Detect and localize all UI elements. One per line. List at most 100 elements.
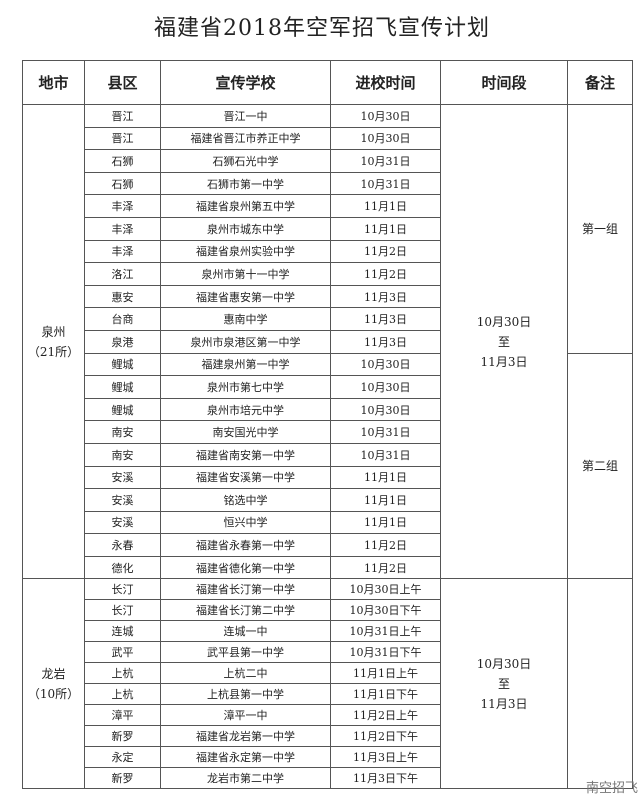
date-cell: 11月2日	[330, 533, 441, 557]
city-cell: 泉州 （21所）	[22, 103, 85, 580]
school-cell: 石狮市第一中学	[160, 171, 331, 196]
date-cell: 11月2日	[330, 555, 441, 580]
header-cell: 县区	[84, 60, 161, 105]
date-cell: 10月30日下午	[330, 599, 441, 622]
county-cell: 丰泽	[84, 239, 161, 264]
school-cell: 福建省龙岩第一中学	[160, 725, 331, 748]
school-cell: 泉州市培元中学	[160, 397, 331, 422]
school-cell: 漳平一中	[160, 704, 331, 727]
date-cell: 10月30日	[330, 352, 441, 377]
header-cell: 进校时间	[330, 60, 441, 105]
date-cell: 11月1日	[330, 488, 441, 512]
school-cell: 连城一中	[160, 620, 331, 643]
cell-line: 10月30日	[476, 656, 532, 671]
date-cell: 11月3日	[330, 307, 441, 331]
county-cell: 新罗	[84, 725, 161, 748]
date-cell: 10月31日	[330, 149, 441, 173]
school-cell: 惠南中学	[160, 307, 331, 331]
watermark: 南空招飞	[585, 781, 638, 796]
period-cell: 10月30日至 11月3日	[440, 578, 568, 790]
county-cell: 南安	[84, 442, 161, 467]
county-cell: 鲤城	[84, 375, 161, 399]
school-cell: 福建泉州第一中学	[160, 352, 331, 377]
cell-line: （21所）	[27, 344, 80, 359]
county-cell: 连城	[84, 620, 161, 643]
county-cell: 漳平	[84, 704, 161, 727]
date-cell: 10月31日	[330, 420, 441, 444]
table-row: 永春 福建省永春第一中学 11月2日	[23, 533, 633, 557]
table-row: 新罗 福建省龙岩第一中学 11月2日下午	[23, 725, 633, 748]
cell-line: 10月30日	[476, 314, 532, 329]
school-cell: 福建省长汀第二中学	[160, 599, 331, 622]
table-row: 石狮 石狮石光中学 10月31日	[23, 149, 633, 173]
table-body: 泉州 （21所） 晋江 晋江一中 10月30日 10月30日至 11月3日 第一组 晋江 福建省晋…	[22, 103, 633, 790]
table-row: 泉州 （21所） 晋江 晋江一中 10月30日 10月30日至 11月3日 第一组	[22, 103, 633, 580]
date-cell: 11月3日上午	[330, 746, 441, 769]
county-cell: 鲤城	[84, 397, 161, 422]
cell-line: 泉州	[41, 324, 66, 339]
header-cell: 备注	[567, 60, 633, 105]
period-cell: 10月30日至 11月3日	[440, 103, 568, 580]
remark-cell: 第二组	[567, 352, 633, 580]
county-cell: 台商	[84, 307, 161, 331]
plan-table: 地市 县区 宣传学校 进校时间 时间段 备注 泉州 （21所） 晋江 晋江一中 10月30日 10月…	[22, 60, 633, 790]
date-cell: 11月2日上午	[330, 704, 441, 727]
county-cell: 长汀	[84, 599, 161, 622]
county-cell: 晋江	[84, 126, 161, 151]
table-row: 南安 福建省南安第一中学 10月31日	[23, 442, 633, 467]
school-cell: 晋江一中	[160, 104, 331, 128]
date-cell: 11月1日	[330, 465, 441, 490]
county-cell: 上杭	[84, 683, 161, 706]
county-cell: 上杭	[84, 662, 161, 685]
school-cell: 武平县第一中学	[160, 641, 331, 664]
school-cell: 福建省泉州第五中学	[160, 194, 331, 218]
table-row: 上杭 上杭二中 11月1日上午	[23, 662, 633, 685]
county-cell: 晋江	[84, 104, 161, 128]
table-row: 龙岩 （10所） 长汀 福建省长汀第一中学 10月30日上午 10月30日至 11月3日	[22, 578, 633, 790]
cell-line: 龙岩	[41, 666, 66, 681]
table-row: 新罗 龙岩市第二中学 11月3日下午	[23, 767, 633, 790]
school-cell: 泉州市第十一中学	[160, 262, 331, 286]
date-cell: 10月30日上午	[330, 578, 441, 601]
date-cell: 11月2日下午	[330, 725, 441, 748]
school-cell: 南安国光中学	[160, 420, 331, 444]
header-row: 地市 县区 宣传学校 进校时间 时间段 备注	[22, 60, 633, 105]
title: 福建省2018年空军招飞宣传计划	[154, 16, 490, 41]
county-cell: 石狮	[84, 171, 161, 196]
date-cell: 11月2日	[330, 239, 441, 264]
date-cell: 11月1日	[330, 216, 441, 241]
county-cell: 新罗	[84, 767, 161, 790]
school-cell: 上杭二中	[160, 662, 331, 685]
cell-line: 至	[497, 334, 510, 349]
table-row: 洛江 泉州市第十一中学 11月2日	[23, 262, 633, 286]
remark-cell	[567, 578, 633, 790]
school-cell: 泉州市城东中学	[160, 216, 331, 241]
county-cell: 安溪	[84, 510, 161, 535]
date-cell: 10月31日上午	[330, 620, 441, 643]
date-cell: 11月1日上午	[330, 662, 441, 685]
date-cell: 10月31日下午	[330, 641, 441, 664]
table-row: 武平 武平县第一中学 10月31日下午	[23, 641, 633, 664]
county-cell: 安溪	[84, 488, 161, 512]
table-row: 安溪 恒兴中学 11月1日	[23, 510, 633, 535]
date-cell: 10月30日	[330, 397, 441, 422]
table-row: 漳平 漳平一中 11月2日上午	[23, 704, 633, 727]
county-cell: 安溪	[84, 465, 161, 490]
date-cell: 11月1日下午	[330, 683, 441, 706]
county-cell: 德化	[84, 555, 161, 580]
county-cell: 洛江	[84, 262, 161, 286]
school-cell: 恒兴中学	[160, 510, 331, 535]
cell-line: 至	[497, 676, 510, 691]
date-cell: 10月30日	[330, 126, 441, 151]
county-cell: 永定	[84, 746, 161, 769]
school-cell: 龙岩市第二中学	[160, 767, 331, 790]
cell-line: 11月3日	[480, 354, 528, 369]
date-cell: 10月31日	[330, 442, 441, 467]
school-cell: 福建省惠安第一中学	[160, 284, 331, 309]
table-row: 丰泽 福建省泉州实验中学 11月2日	[23, 239, 633, 264]
date-cell: 11月1日	[330, 510, 441, 535]
date-cell: 10月31日	[330, 171, 441, 196]
table-row: 丰泽 福建省泉州第五中学 11月1日	[23, 194, 633, 218]
school-cell: 福建省永春第一中学	[160, 533, 331, 557]
